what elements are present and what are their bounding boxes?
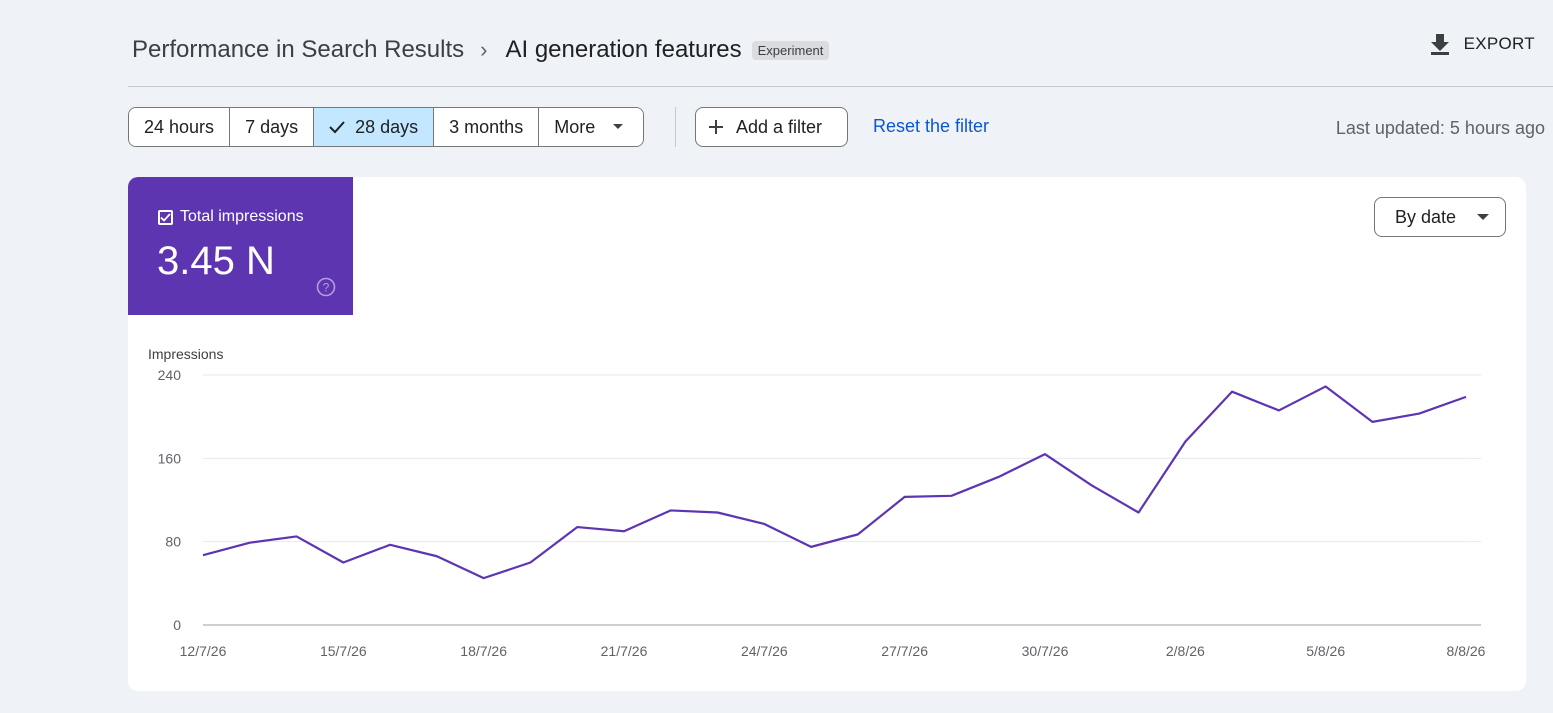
reset-filter-link[interactable]: Reset the filter bbox=[873, 116, 990, 136]
export-button[interactable]: EXPORT bbox=[1430, 33, 1535, 55]
y-axis-label: Impressions bbox=[148, 346, 223, 362]
toolbar-separator bbox=[675, 107, 676, 147]
x-tick-label: 30/7/26 bbox=[1022, 643, 1069, 659]
caret-down-icon bbox=[1477, 214, 1489, 220]
page-header: Performance in Search Results › AI gener… bbox=[132, 30, 1535, 70]
svg-text:?: ? bbox=[323, 281, 330, 295]
x-tick-label: 2/8/26 bbox=[1166, 643, 1205, 659]
x-tick-label: 12/7/26 bbox=[180, 643, 227, 659]
y-tick-label: 240 bbox=[158, 367, 182, 383]
caret-down-icon bbox=[613, 124, 624, 129]
range-label: 24 hours bbox=[144, 116, 215, 137]
help-icon[interactable]: ? bbox=[316, 277, 336, 297]
add-filter-label: Add a filter bbox=[736, 116, 823, 137]
range-24-hours[interactable]: 24 hours bbox=[129, 108, 231, 146]
range-more-dropdown[interactable]: More bbox=[539, 108, 644, 146]
range-7-days[interactable]: 7 days bbox=[230, 108, 315, 146]
metric-label: Total impressions bbox=[180, 208, 304, 225]
range-3-months[interactable]: 3 months bbox=[434, 108, 540, 146]
group-by-label: By date bbox=[1395, 206, 1457, 227]
add-filter-button[interactable]: Add a filter bbox=[695, 107, 848, 147]
date-range-selector: 24 hours 7 days 28 days 3 months More bbox=[128, 107, 645, 147]
x-tick-label: 21/7/26 bbox=[601, 643, 648, 659]
performance-card: Impressions 0 80 160 240 12/7/26 15/7/26 18/7/2… bbox=[128, 177, 1526, 691]
page-title: AI generation features bbox=[505, 36, 742, 63]
y-tick-label: 80 bbox=[165, 534, 181, 550]
range-label: More bbox=[554, 116, 596, 137]
y-tick-label: 0 bbox=[173, 617, 181, 633]
metric-value: 3.45 N bbox=[157, 239, 275, 283]
x-tick-label: 27/7/26 bbox=[881, 643, 928, 659]
breadcrumb-separator-icon: › bbox=[480, 37, 488, 62]
y-tick-label: 160 bbox=[158, 450, 182, 466]
x-tick-label: 24/7/26 bbox=[741, 643, 788, 659]
series-line bbox=[202, 385, 1467, 580]
metric-label-row: Total impressions bbox=[158, 208, 304, 226]
x-tick-label: 5/8/26 bbox=[1306, 643, 1345, 659]
impressions-line-chart: Impressions 0 80 160 240 12/7/26 15/7/26 18/7/2… bbox=[148, 346, 1486, 659]
x-tick-label: 18/7/26 bbox=[460, 643, 507, 659]
last-updated-text: Last updated: 5 hours ago bbox=[1335, 118, 1545, 138]
total-impressions-metric[interactable]: Total impressions 3.45 N ? bbox=[128, 177, 353, 315]
range-label: 7 days bbox=[245, 116, 299, 137]
range-label: 3 months bbox=[449, 116, 524, 137]
x-tick-label: 15/7/26 bbox=[320, 643, 367, 659]
plus-icon bbox=[709, 120, 723, 134]
group-by-dropdown[interactable]: By date bbox=[1374, 197, 1506, 237]
header-divider bbox=[128, 86, 1553, 87]
x-tick-label: 8/8/26 bbox=[1447, 643, 1486, 659]
experiment-badge: Experiment bbox=[751, 40, 830, 60]
range-label: 28 days bbox=[355, 116, 419, 137]
check-icon bbox=[329, 121, 345, 134]
export-label: EXPORT bbox=[1463, 34, 1535, 53]
download-icon bbox=[1430, 34, 1449, 55]
checkbox-icon[interactable] bbox=[158, 209, 173, 225]
breadcrumb-parent[interactable]: Performance in Search Results bbox=[132, 36, 465, 63]
range-28-days[interactable]: 28 days bbox=[314, 108, 435, 146]
